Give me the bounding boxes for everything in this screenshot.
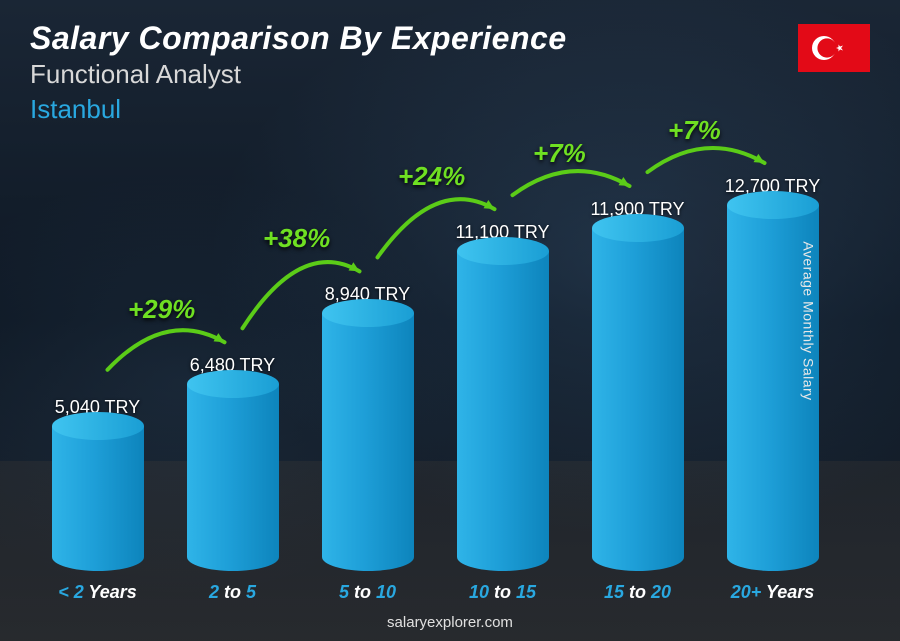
bar-group: 12,700 TRY	[705, 145, 840, 571]
x-axis-label: 15 to 20	[570, 582, 705, 603]
chart-title: Salary Comparison By Experience	[30, 20, 870, 57]
bar-group: 6,480 TRY	[165, 145, 300, 571]
bar	[592, 228, 684, 571]
x-axis-label: 5 to 10	[300, 582, 435, 603]
bar-top-ellipse	[322, 299, 414, 327]
bar-front	[322, 313, 414, 571]
bar-front	[457, 251, 549, 571]
bar-front	[52, 426, 144, 571]
bar	[322, 313, 414, 571]
chart-location: Istanbul	[30, 94, 870, 125]
chart-subtitle: Functional Analyst	[30, 59, 870, 90]
x-axis-label: < 2 Years	[30, 582, 165, 603]
turkey-flag-icon	[798, 24, 870, 72]
bar-front	[592, 228, 684, 571]
bar-front	[187, 384, 279, 571]
x-axis-label: 20+ Years	[705, 582, 840, 603]
header: Salary Comparison By Experience Function…	[30, 20, 870, 125]
chart-plot-area: 5,040 TRY6,480 TRY8,940 TRY11,100 TRY11,…	[30, 145, 840, 571]
pct-increase-label: +38%	[263, 223, 330, 254]
bar-top-ellipse	[457, 237, 549, 265]
bar-top-ellipse	[187, 370, 279, 398]
bar-top-ellipse	[52, 412, 144, 440]
bar-top-ellipse	[727, 191, 819, 219]
x-axis-label: 10 to 15	[435, 582, 570, 603]
bar	[187, 384, 279, 571]
x-axis: < 2 Years2 to 55 to 1010 to 1515 to 2020…	[30, 582, 840, 603]
bar-group: 11,100 TRY	[435, 145, 570, 571]
pct-increase-label: +29%	[128, 294, 195, 325]
pct-increase-label: +24%	[398, 161, 465, 192]
pct-increase-label: +7%	[668, 115, 721, 146]
bar	[52, 426, 144, 571]
pct-increase-label: +7%	[533, 138, 586, 169]
bar-group: 5,040 TRY	[30, 145, 165, 571]
bar	[457, 251, 549, 571]
chart-container: Salary Comparison By Experience Function…	[0, 0, 900, 641]
bar-group: 8,940 TRY	[300, 145, 435, 571]
bar-top-ellipse	[592, 214, 684, 242]
y-axis-label: Average Monthly Salary	[800, 241, 816, 400]
x-axis-label: 2 to 5	[165, 582, 300, 603]
bar-group: 11,900 TRY	[570, 145, 705, 571]
footer-attribution: salaryexplorer.com	[0, 614, 900, 631]
